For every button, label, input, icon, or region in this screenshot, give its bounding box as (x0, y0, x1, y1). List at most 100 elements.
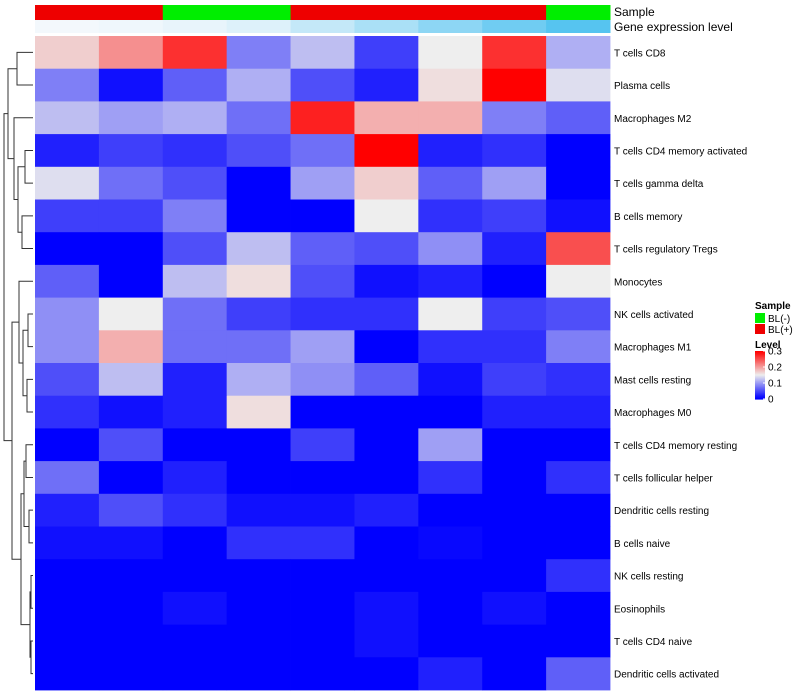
heatmap-cell (98, 264, 164, 298)
heatmap-cells (35, 36, 611, 691)
level-colorbar-segment (755, 351, 765, 353)
sample-legend: Sample BL(-)BL(+) (755, 301, 793, 336)
level-colorbar-segment (755, 375, 765, 377)
heatmap-cell (226, 461, 291, 495)
heatmap-cell (98, 134, 164, 168)
heatmap-cell (418, 363, 483, 397)
expression-track-cell (354, 20, 419, 33)
heatmap-cell (162, 166, 228, 200)
heatmap-cell (482, 526, 547, 560)
dendrogram-branch (16, 51, 33, 86)
heatmap-cell (290, 395, 355, 429)
expression-track-cell (546, 20, 611, 33)
row-label: T cells CD4 memory activated (614, 146, 747, 157)
heatmap-cell (290, 264, 355, 298)
level-colorbar-segment (755, 377, 765, 380)
heatmap-cell (354, 428, 419, 462)
row-label: NK cells resting (614, 572, 683, 583)
heatmap-cell (98, 199, 164, 233)
heatmap-cell (546, 526, 611, 560)
heatmap-cell (35, 330, 100, 364)
sample-track-cell (418, 5, 483, 20)
level-colorbar-segment (755, 388, 765, 390)
level-colorbar-segment (755, 376, 765, 378)
heatmap-cell (162, 36, 228, 70)
heatmap-cell (354, 166, 419, 200)
heatmap-cell (162, 461, 228, 495)
heatmap-cell (354, 264, 419, 298)
dendrogram-branch (18, 280, 33, 364)
level-colorbar-segment (755, 367, 765, 370)
level-colorbar-segment (755, 397, 765, 400)
heatmap-cell (162, 657, 228, 691)
row-label: Macrophages M2 (614, 114, 692, 125)
expression-track-cell (98, 20, 164, 33)
heatmap-cell (546, 297, 611, 331)
level-colorbar-segment (755, 384, 765, 387)
heatmap-cell (482, 68, 547, 102)
level-colorbar-segment (755, 370, 765, 372)
heatmap-cell (226, 428, 291, 462)
level-colorbar-segment (755, 371, 765, 374)
heatmap-cell (418, 199, 483, 233)
level-colorbar-segment (755, 366, 765, 369)
level-tick-label: 0.1 (768, 379, 782, 390)
heatmap-cell (546, 36, 611, 70)
heatmap-cell (226, 36, 291, 70)
row-label: Monocytes (614, 277, 662, 288)
expression-track-cell (482, 20, 547, 33)
heatmap-cell (418, 428, 483, 462)
heatmap-cell (35, 36, 100, 70)
heatmap-cell (98, 559, 164, 593)
sample-track-cell (546, 5, 611, 20)
level-colorbar-segment (755, 361, 765, 364)
level-tick-label: 0.2 (768, 363, 782, 374)
heatmap-cell (354, 232, 419, 266)
heatmap-cell (226, 166, 291, 200)
dendrogram-branch (28, 509, 33, 544)
heatmap-cell (98, 297, 164, 331)
level-colorbar-segment (755, 390, 765, 393)
dendrogram-branch (25, 444, 33, 478)
dendrogram-branch (13, 117, 33, 200)
sample-track-cell (226, 5, 292, 20)
sample-track-cell (354, 5, 419, 20)
sample-legend-label: BL(+) (768, 325, 793, 336)
heatmap-cell (482, 36, 547, 70)
heatmap-cell (546, 101, 611, 135)
heatmap-cell (546, 624, 611, 658)
heatmap-cell (418, 461, 483, 495)
heatmap-cell (226, 134, 291, 168)
heatmap-cell (226, 493, 291, 527)
heatmap-cell (35, 395, 100, 429)
heatmap-cell (98, 591, 164, 625)
heatmap-cell (482, 199, 547, 233)
level-colorbar-segment (755, 387, 765, 389)
heatmap-cell (354, 68, 419, 102)
heatmap-cell (35, 166, 100, 200)
heatmap-cell (418, 330, 483, 364)
heatmap-cell (354, 526, 419, 560)
heatmap-cell (35, 526, 100, 560)
heatmap-cell (482, 461, 547, 495)
expression-track-label: Gene expression level (614, 20, 733, 34)
heatmap-cell (482, 101, 547, 135)
sample-track-label: Sample (614, 5, 655, 19)
heatmap-cell (290, 36, 355, 70)
sample-legend-title: Sample (755, 301, 791, 312)
heatmap-cell (418, 526, 483, 560)
row-label: Macrophages M0 (614, 408, 692, 419)
heatmap-cell (418, 264, 483, 298)
heatmap-cell (290, 134, 355, 168)
heatmap-cell (290, 199, 355, 233)
heatmap-cell (35, 493, 100, 527)
row-label: Dendritic cells resting (614, 506, 709, 517)
heatmap-cell (35, 363, 100, 397)
heatmap-cell (290, 166, 355, 200)
heatmap-cell (98, 657, 164, 691)
heatmap-cell (546, 68, 611, 102)
level-colorbar-segment (755, 363, 765, 365)
level-tick-label: 0.3 (768, 347, 782, 358)
heatmap-cell (226, 395, 291, 429)
heatmap-cell (226, 297, 291, 331)
